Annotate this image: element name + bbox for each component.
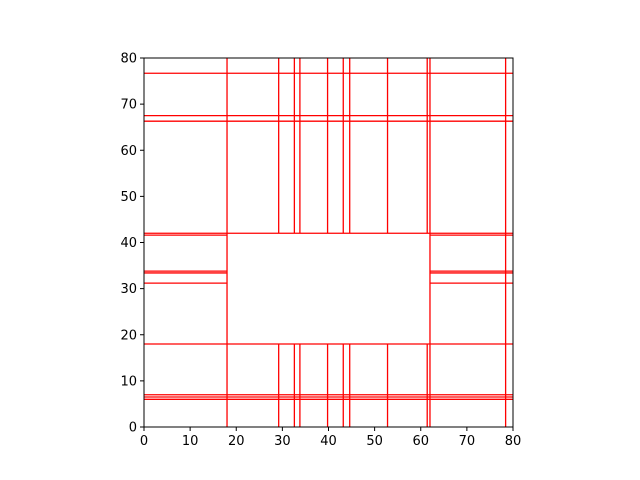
y-tick-label: 10	[120, 374, 137, 389]
x-tick-label: 0	[140, 434, 148, 449]
y-tick-label: 60	[120, 144, 137, 159]
y-tick-label: 50	[120, 190, 137, 205]
x-tick-label: 70	[459, 434, 476, 449]
y-tick-label: 0	[129, 421, 137, 436]
x-tick-label: 60	[412, 434, 429, 449]
y-axis: 0 10 20 30 40 50 60 70 80	[120, 52, 144, 436]
x-tick-label: 80	[505, 434, 522, 449]
y-tick-label: 40	[120, 236, 137, 251]
y-tick-label: 20	[120, 328, 137, 343]
x-tick-label: 20	[228, 434, 245, 449]
plot-lines	[144, 58, 513, 427]
x-axis: 0 10 20 30 40 50 60 70 80	[140, 427, 521, 449]
y-tick-label: 70	[120, 98, 137, 113]
x-tick-label: 40	[320, 434, 337, 449]
x-tick-label: 50	[366, 434, 383, 449]
x-tick-label: 10	[182, 434, 199, 449]
plot-frame	[143, 57, 514, 428]
y-tick-label: 80	[120, 52, 137, 67]
y-tick-label: 30	[120, 282, 137, 297]
x-tick-label: 30	[274, 434, 291, 449]
